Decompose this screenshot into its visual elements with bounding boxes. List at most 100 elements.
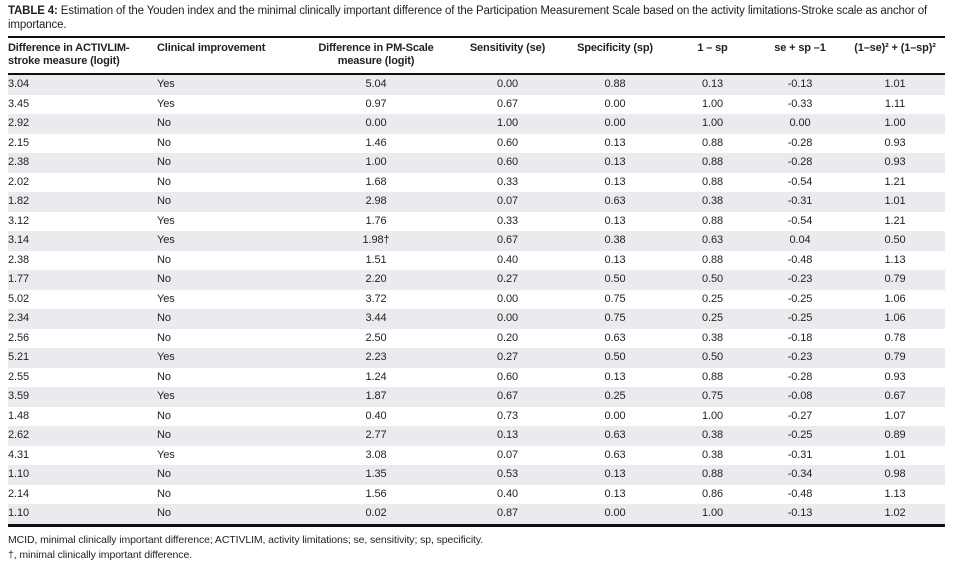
footnote-dagger: †, minimal clinically important differen… <box>8 548 192 561</box>
table-cell: 0.20 <box>496 331 518 344</box>
table-cell: -0.23 <box>787 351 813 363</box>
table-cell: 0.27 <box>496 273 518 285</box>
table-cell: 0.04 <box>789 234 811 246</box>
page: TABLE 4: Estimation of the Youden index … <box>8 4 945 561</box>
table-cell: 0.60 <box>496 370 518 383</box>
table-cell: 1.00 <box>701 117 723 129</box>
table-cell: -0.54 <box>787 175 813 188</box>
column-header: 1 – sp <box>697 42 728 54</box>
table-cell: 0.73 <box>496 409 518 422</box>
table-cell: 1.24 <box>365 370 387 383</box>
table-cell: Yes <box>157 234 175 246</box>
table-cell: 1.10 <box>8 507 30 519</box>
table-cell: 0.63 <box>604 429 626 441</box>
table-cell: 0.38 <box>701 195 723 207</box>
table-row: 1.77 No 2.20 0.27 0.50 0.50 -0.23 0.79 <box>8 270 945 290</box>
table-cell: 1.06 <box>884 312 906 324</box>
table-cell: 0.93 <box>884 136 906 149</box>
table-cell: Yes <box>157 390 175 402</box>
table-cell: 1.01 <box>884 448 906 461</box>
table-cell: 0.75 <box>604 292 626 305</box>
table-cell: 5.02 <box>8 292 30 305</box>
table-cell: 0.78 <box>884 331 906 344</box>
table-cell: -0.13 <box>787 78 813 90</box>
table-cell: 0.50 <box>701 351 723 363</box>
table-cell: -0.31 <box>787 195 813 207</box>
table-cell: 2.14 <box>8 487 30 500</box>
table-cell: No <box>157 175 171 188</box>
table-title-label: TABLE 4: <box>8 5 58 17</box>
table-cell: 1.46 <box>365 136 387 149</box>
table-cell: 3.14 <box>8 234 30 246</box>
table-row: 3.14 Yes 1.98† 0.67 0.38 0.63 0.04 0.50 <box>8 231 945 251</box>
table-cell: 0.13 <box>604 136 626 149</box>
table-cell: 0.50 <box>604 273 626 285</box>
table-cell: 0.93 <box>884 370 906 383</box>
table-title: TABLE 4: Estimation of the Youden index … <box>8 4 945 32</box>
table-cell: 0.86 <box>701 487 723 500</box>
table-row: 1.48 No 0.40 0.73 0.00 1.00 -0.27 1.07 <box>8 407 945 427</box>
table-cell: No <box>157 487 171 500</box>
table-cell: 3.04 <box>8 78 30 90</box>
table-cell: 0.88 <box>701 214 723 227</box>
table-cell: 2.62 <box>8 429 30 441</box>
table-cell: 5.04 <box>365 78 387 90</box>
table-cell: No <box>157 312 171 324</box>
table-cell: 0.88 <box>701 136 723 149</box>
table-cell: 0.00 <box>604 507 626 519</box>
table-cell: -0.18 <box>787 331 813 344</box>
table-cell: 1.98† <box>362 234 390 246</box>
table-cell: 0.50 <box>604 351 626 363</box>
table-cell: No <box>157 253 171 266</box>
table-title-text: Estimation of the Youden index and the m… <box>8 5 927 31</box>
table-cell: 0.00 <box>789 117 811 129</box>
table-cell: Yes <box>157 351 175 363</box>
table-cell: 0.13 <box>496 429 518 441</box>
table-cell: 1.56 <box>365 487 387 500</box>
footnote-abbreviations: MCID, minimal clinically important diffe… <box>8 533 484 546</box>
table-cell: 0.79 <box>884 273 906 285</box>
table-cell: 0.33 <box>496 214 518 227</box>
table-cell: -0.54 <box>787 214 813 227</box>
table-row: 5.21 Yes 2.23 0.27 0.50 0.50 -0.23 0.79 <box>8 348 945 368</box>
table-cell: 0.13 <box>701 78 723 90</box>
table-cell: 1.87 <box>365 390 387 402</box>
table-cell: 0.53 <box>496 468 518 480</box>
table-cell: -0.48 <box>787 253 813 266</box>
table-cell: 0.13 <box>604 156 626 168</box>
table-cell: 2.20 <box>365 273 387 285</box>
table-cell: 1.07 <box>884 409 906 422</box>
table-cell: -0.27 <box>787 409 813 422</box>
table-cell: -0.23 <box>787 273 813 285</box>
table-cell: 1.76 <box>365 214 387 227</box>
table-cell: 0.93 <box>884 156 906 168</box>
table-cell: 1.01 <box>884 195 906 207</box>
table-cell: 2.98 <box>365 195 387 207</box>
table-cell: 1.21 <box>884 214 906 227</box>
table-cell: -0.34 <box>787 468 813 480</box>
table-cell: -0.48 <box>787 487 813 500</box>
table-cell: 2.38 <box>8 253 30 266</box>
column-header: Specificity (sp) <box>577 42 653 54</box>
table-cell: 5.21 <box>8 351 30 363</box>
table-cell: 0.25 <box>701 292 723 305</box>
table-cell: 0.75 <box>604 312 626 324</box>
table-cell: No <box>157 273 171 285</box>
table-cell: Yes <box>157 78 175 90</box>
table-cell: 2.15 <box>8 136 30 149</box>
table-row: 3.12 Yes 1.76 0.33 0.13 0.88 -0.54 1.21 <box>8 212 945 232</box>
table-cell: 0.38 <box>701 331 723 344</box>
table-cell: 1.00 <box>496 117 518 129</box>
table-cell: 0.02 <box>365 507 387 519</box>
table-cell: 0.00 <box>365 117 387 129</box>
table-cell: 1.13 <box>884 487 906 500</box>
table-cell: 0.67 <box>496 234 518 246</box>
table-cell: 0.67 <box>496 97 518 110</box>
table-cell: 1.35 <box>365 468 387 480</box>
table-cell: 2.23 <box>365 351 387 363</box>
table-cell: 0.63 <box>604 448 626 461</box>
table-cell: 0.13 <box>604 487 626 500</box>
table-row: 2.02 No 1.68 0.33 0.13 0.88 -0.54 1.21 <box>8 173 945 193</box>
table-cell: 0.63 <box>604 331 626 344</box>
table-cell: 0.00 <box>604 409 626 422</box>
